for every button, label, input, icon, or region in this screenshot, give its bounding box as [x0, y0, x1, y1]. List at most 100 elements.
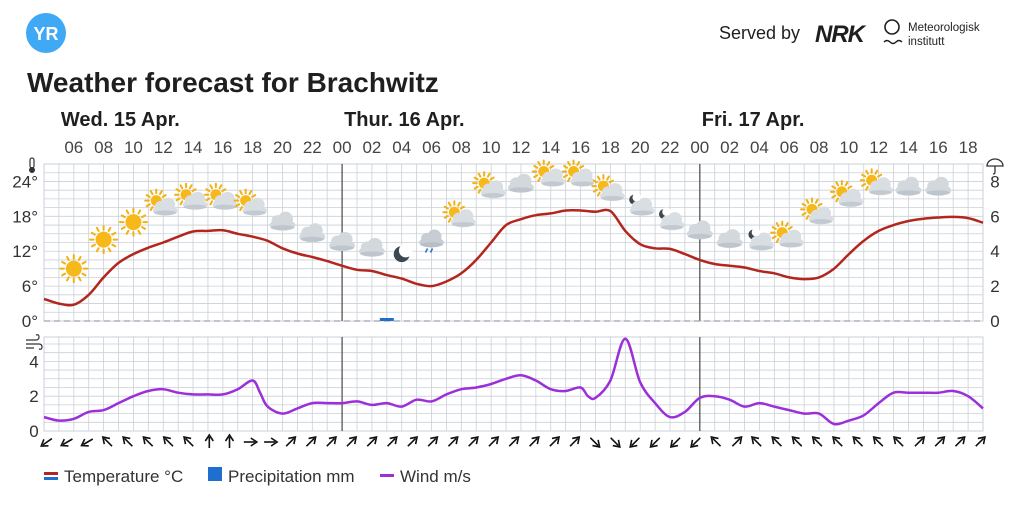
- wind-arrow-icon: [142, 436, 154, 447]
- sun-ray: [814, 198, 819, 204]
- hour-tick-label: 00: [333, 138, 352, 157]
- wind-arrow-shaft: [813, 437, 823, 447]
- cloud-shadow: [600, 195, 624, 201]
- cloud-shape: [480, 180, 506, 199]
- wind-arrow-shaft: [144, 437, 154, 447]
- wind-arrow-shaft: [508, 437, 518, 447]
- cloud-shape: [358, 237, 385, 257]
- thermometer-icon: [29, 157, 35, 173]
- sun-ray: [145, 194, 151, 198]
- wind-arrow-shaft: [651, 437, 661, 447]
- sun-ray: [158, 190, 163, 196]
- sun-ray: [477, 172, 482, 178]
- sun-ray: [847, 185, 853, 190]
- cloud-shadow: [779, 242, 803, 248]
- wind-arrow-head: [771, 436, 780, 445]
- cloud-shadow: [630, 210, 654, 216]
- sun-ray: [775, 222, 780, 228]
- nrk-logo[interactable]: NRK: [815, 21, 868, 48]
- cloud-shape: [182, 191, 208, 210]
- wind-arrow-icon: [366, 436, 378, 447]
- hour-tick-label: 16: [929, 138, 948, 157]
- partly-cloudy-icon: [591, 174, 625, 202]
- sun-ray: [239, 206, 243, 212]
- plot-frame: [43, 163, 984, 322]
- hour-tick-label: 02: [362, 138, 381, 157]
- wind-arrow-head: [224, 433, 235, 442]
- rain-icon: [419, 229, 444, 253]
- wind-arrow-shaft: [793, 437, 803, 447]
- wind-arrow-shaft: [407, 437, 417, 447]
- sun-ray: [251, 194, 257, 198]
- y-right-tick-label: 6: [990, 207, 999, 226]
- wind-arrow-head: [40, 439, 49, 447]
- met-logo-wave-icon: [883, 39, 903, 45]
- wind-arrow-head: [122, 436, 131, 445]
- wind-arrow-icon: [162, 436, 174, 447]
- wind-arrow-icon: [710, 436, 722, 447]
- partly-cloudy-icon: [770, 220, 804, 248]
- sun-ray: [771, 226, 777, 230]
- wind-arrow-shaft: [123, 437, 133, 447]
- sun-shape: [472, 171, 497, 196]
- cloud-shape: [629, 197, 655, 216]
- sun-ray: [784, 222, 789, 228]
- cloudy-icon: [507, 173, 534, 193]
- wind-arrow-head: [142, 436, 151, 445]
- cloud-shadow: [213, 204, 237, 210]
- wind-arrow-icon: [447, 436, 459, 447]
- sun-ray: [95, 247, 100, 253]
- sun-ray: [831, 194, 837, 199]
- wind-arrow-head: [892, 436, 902, 445]
- sun-ray: [111, 243, 117, 248]
- cloud-puff: [160, 197, 176, 212]
- wind-series: [43, 337, 984, 426]
- sun-ray: [235, 203, 241, 208]
- cloud-shape: [838, 188, 864, 207]
- wind-arrow-head: [162, 436, 171, 445]
- wind-arrow-shaft: [752, 437, 762, 447]
- sun-disc: [125, 214, 142, 231]
- sun-ray: [563, 165, 569, 169]
- wind-arrow-head: [669, 439, 679, 448]
- wind-arrow-shaft: [854, 437, 864, 447]
- sun-ray: [235, 194, 241, 198]
- cloud-shadow: [571, 181, 594, 187]
- wind-arrow-head: [649, 439, 658, 448]
- sun-ray: [486, 172, 491, 178]
- met-logo[interactable]: Meteorologisk institutt: [883, 19, 980, 48]
- hour-tick-label: 00: [690, 138, 709, 157]
- wind-y-tick-label: 0: [29, 422, 38, 441]
- sun-ray: [61, 260, 67, 265]
- met-logo-circle: [884, 19, 900, 35]
- sun-ray: [801, 202, 807, 207]
- wind-arrow-head: [270, 437, 279, 447]
- wind-arrow-shaft: [62, 438, 73, 446]
- y-right-tick-label: 2: [990, 277, 999, 296]
- cloud-puff: [786, 229, 802, 244]
- yr-logo-text: YR: [33, 24, 58, 44]
- sun-ray: [66, 276, 70, 282]
- cloud-shadow: [896, 190, 921, 196]
- hour-tick-label: 08: [94, 138, 113, 157]
- hour-tick-label: 10: [839, 138, 858, 157]
- wind-arrow-icon: [427, 436, 439, 447]
- cloud-shape: [716, 229, 743, 249]
- wind-arrow-icon: [934, 436, 946, 447]
- sun-ray: [218, 184, 223, 190]
- y-left-tick-label: 6°: [22, 277, 38, 296]
- sun-shape: [59, 254, 89, 284]
- cloud-shadow: [926, 190, 951, 196]
- wind-arrow-icon: [914, 436, 926, 447]
- wind-arrow-shaft: [346, 437, 356, 447]
- wind-arrow-icon: [40, 437, 53, 447]
- sun-ray: [457, 201, 461, 207]
- wind-arrow-head: [690, 439, 699, 448]
- sun-ray: [592, 179, 598, 184]
- yr-logo[interactable]: YR: [26, 13, 66, 53]
- y-left-tick-label: 18°: [12, 207, 38, 226]
- sun-ray: [831, 185, 837, 190]
- sun-ray: [81, 272, 87, 277]
- sun-ray: [608, 179, 614, 184]
- wind-arrow-shaft: [975, 437, 985, 447]
